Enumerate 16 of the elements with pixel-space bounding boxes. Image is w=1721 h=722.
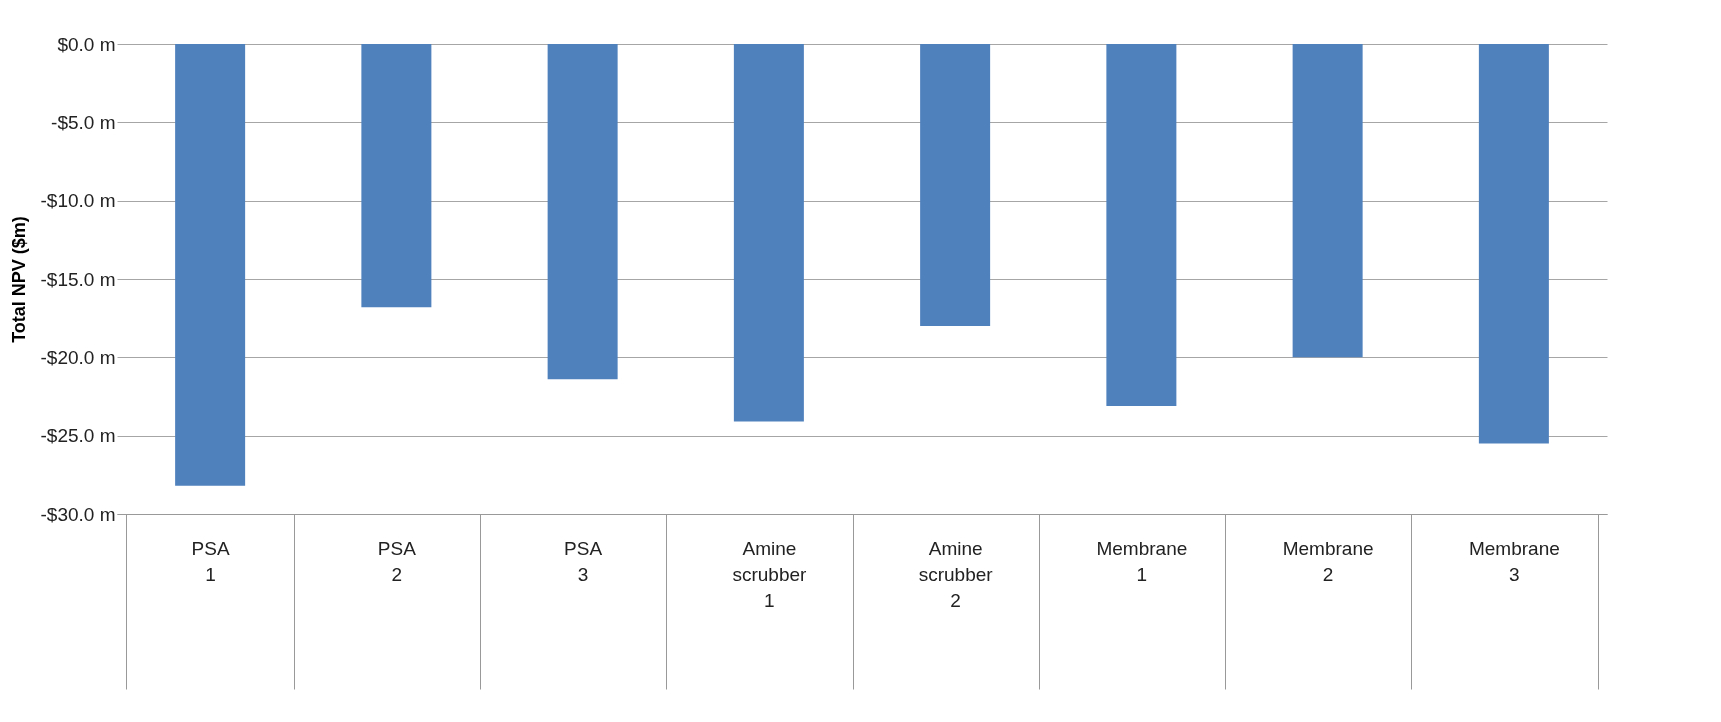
y-tick-label: -$5.0 m [51,111,116,133]
x-tick-label: Membrane 1 [1096,537,1188,585]
y-tick-label: -$30.0 m [40,503,116,525]
x-tick-label: PSA 1 [191,537,230,585]
y-tick-label: -$15.0 m [40,268,116,290]
x-tick-label: Membrane 3 [1468,537,1560,585]
y-tick-label: -$20.0 m [40,346,116,368]
y-tick-label: $0.0 m [57,33,116,55]
x-tick-label: Amine scrubber 1 [732,537,808,611]
x-tick-label: PSA 3 [564,537,603,585]
y-axis-title: Total NPV ($m) [8,216,29,343]
y-tick-label: -$25.0 m [40,425,116,447]
x-tick-label: Membrane 2 [1282,537,1374,585]
x-tick-label: Amine scrubber 2 [918,537,994,611]
x-tick-label: PSA 2 [377,537,417,585]
y-tick-label: -$10.0 m [40,190,116,212]
